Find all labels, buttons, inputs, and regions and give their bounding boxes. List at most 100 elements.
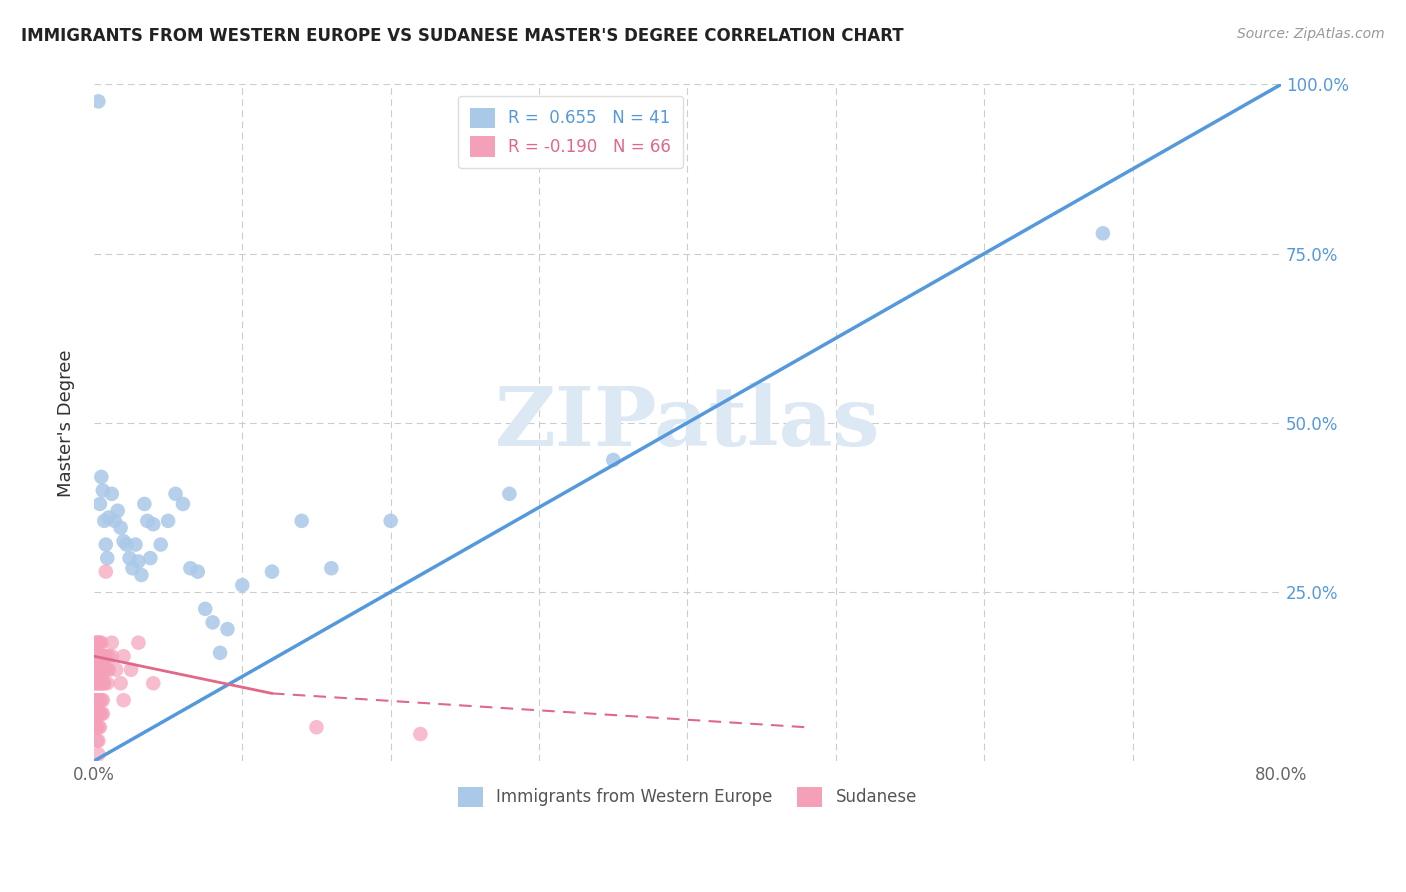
Point [94, 565, 117, 579]
Point [89, 693, 111, 707]
Point [194, 602, 217, 616]
Point [97, 510, 120, 524]
Point [87, 747, 110, 762]
Point [498, 487, 520, 501]
Point [96, 663, 118, 677]
Point [91, 706, 114, 721]
Point [94, 649, 117, 664]
Point [83, 693, 105, 707]
Point [84, 720, 107, 734]
Point [91, 693, 114, 707]
Point [100, 635, 122, 649]
Point [100, 487, 122, 501]
Point [84, 676, 107, 690]
Point [96, 551, 118, 566]
Point [91, 676, 114, 690]
Point [201, 615, 224, 630]
Point [104, 514, 127, 528]
Point [86, 649, 108, 664]
Point [86, 733, 108, 747]
Point [87, 649, 110, 664]
Point [165, 487, 187, 501]
Text: ZIPatlas: ZIPatlas [495, 383, 880, 463]
Point [118, 551, 141, 566]
Point [87, 706, 110, 721]
Point [97, 649, 120, 664]
Point [157, 514, 180, 528]
Point [89, 663, 111, 677]
Point [91, 483, 114, 498]
Point [127, 635, 149, 649]
Point [139, 551, 162, 566]
Point [90, 635, 112, 649]
Point [89, 497, 111, 511]
Point [89, 635, 111, 649]
Point [93, 676, 115, 690]
Point [84, 649, 107, 664]
Point [86, 676, 108, 690]
Point [87, 635, 110, 649]
Point [90, 693, 112, 707]
Point [87, 663, 110, 677]
Point [112, 693, 135, 707]
Point [305, 720, 328, 734]
Point [231, 578, 253, 592]
Point [91, 663, 114, 677]
Point [131, 568, 153, 582]
Point [86, 720, 108, 734]
Point [89, 706, 111, 721]
Point [112, 534, 135, 549]
Point [93, 649, 115, 664]
Point [90, 649, 112, 664]
Point [90, 470, 112, 484]
Point [90, 676, 112, 690]
Point [90, 663, 112, 677]
Point [1091, 227, 1114, 241]
Point [84, 663, 107, 677]
Point [409, 727, 432, 741]
Point [172, 497, 194, 511]
Point [83, 663, 105, 677]
Point [90, 706, 112, 721]
Point [209, 646, 232, 660]
Point [187, 565, 209, 579]
Point [86, 635, 108, 649]
Text: IMMIGRANTS FROM WESTERN EUROPE VS SUDANESE MASTER'S DEGREE CORRELATION CHART: IMMIGRANTS FROM WESTERN EUROPE VS SUDANE… [21, 27, 904, 45]
Point [149, 537, 172, 551]
Point [87, 693, 110, 707]
Point [83, 676, 105, 690]
Point [110, 676, 132, 690]
Point [100, 649, 122, 664]
Point [602, 453, 624, 467]
Point [87, 733, 110, 747]
Point [94, 537, 117, 551]
Point [96, 676, 118, 690]
Point [105, 663, 128, 677]
Point [93, 663, 115, 677]
Point [134, 497, 156, 511]
Y-axis label: Master's Degree: Master's Degree [58, 349, 75, 497]
Point [115, 537, 138, 551]
Point [107, 504, 129, 518]
Point [121, 561, 143, 575]
Point [87, 676, 110, 690]
Point [124, 537, 146, 551]
Point [87, 720, 110, 734]
Point [87, 95, 110, 109]
Point [110, 521, 132, 535]
Point [260, 565, 283, 579]
Point [136, 514, 159, 528]
Point [127, 554, 149, 568]
Point [84, 706, 107, 721]
Point [91, 649, 114, 664]
Point [380, 514, 402, 528]
Point [86, 693, 108, 707]
Point [291, 514, 314, 528]
Point [86, 663, 108, 677]
Point [84, 693, 107, 707]
Point [84, 635, 107, 649]
Point [120, 663, 142, 677]
Point [179, 561, 201, 575]
Point [321, 561, 343, 575]
Point [217, 622, 239, 636]
